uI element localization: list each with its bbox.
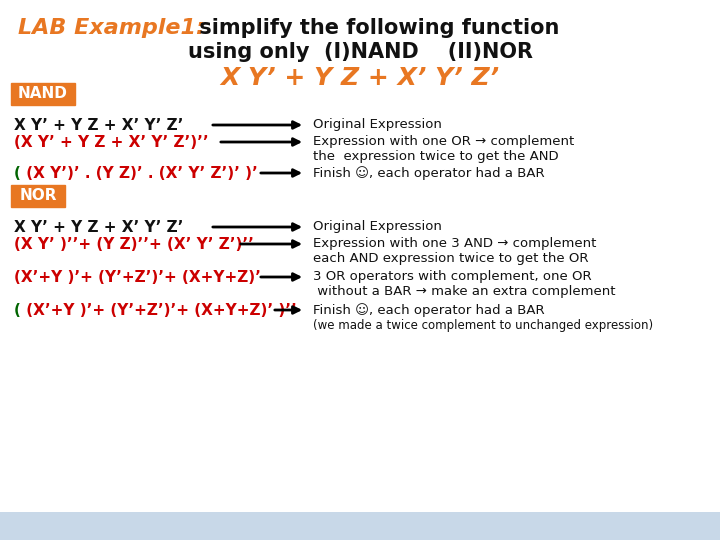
Text: the  expression twice to get the AND: the expression twice to get the AND [313, 150, 559, 163]
Text: Finish ☺, each operator had a BAR: Finish ☺, each operator had a BAR [313, 166, 544, 180]
Text: CPIT210 LAB, 2009: CPIT210 LAB, 2009 [12, 519, 161, 533]
Text: (: ( [14, 303, 21, 318]
Text: simplify the following function: simplify the following function [192, 18, 559, 38]
Text: X Y’ + Y Z + X’ Y’ Z’: X Y’ + Y Z + X’ Y’ Z’ [14, 118, 184, 133]
Text: Amal  Alkhaldi: Amal Alkhaldi [596, 519, 708, 533]
FancyBboxPatch shape [11, 83, 75, 105]
Text: without a BAR → make an extra complement: without a BAR → make an extra complement [313, 285, 616, 298]
Text: 3 OR operators with complement, one OR: 3 OR operators with complement, one OR [313, 270, 592, 283]
Text: each AND expression twice to get the OR: each AND expression twice to get the OR [313, 252, 588, 265]
Text: (X Y’ + Y Z + X’ Y’ Z’)’’: (X Y’ + Y Z + X’ Y’ Z’)’’ [14, 135, 209, 150]
Text: (we made a twice complement to unchanged expression): (we made a twice complement to unchanged… [313, 319, 653, 332]
Text: NOR: NOR [19, 188, 57, 204]
Text: X Y’ + Y Z + X’ Y’ Z’: X Y’ + Y Z + X’ Y’ Z’ [220, 66, 500, 90]
Text: LAB Example1:: LAB Example1: [18, 18, 205, 38]
Text: (X’+Y )’+ (Y’+Z’)’+ (X+Y+Z)’ )’’: (X’+Y )’+ (Y’+Z’)’+ (X+Y+Z)’ )’’ [21, 303, 297, 318]
Text: Original Expression: Original Expression [313, 118, 442, 131]
Text: (X’+Y )’+ (Y’+Z’)’+ (X+Y+Z)’: (X’+Y )’+ (Y’+Z’)’+ (X+Y+Z)’ [14, 270, 261, 285]
Text: NAND: NAND [18, 86, 68, 102]
Text: Original Expression: Original Expression [313, 220, 442, 233]
Text: Expression with one 3 AND → complement: Expression with one 3 AND → complement [313, 237, 596, 250]
Text: (X Y’)’ . (Y Z)’ . (X’ Y’ Z’)’ )’: (X Y’)’ . (Y Z)’ . (X’ Y’ Z’)’ )’ [21, 166, 258, 181]
Bar [0, 512, 720, 540]
Text: Expression with one OR → complement: Expression with one OR → complement [313, 135, 575, 148]
Text: (: ( [14, 166, 21, 181]
Text: (X Y’ )’’+ (Y Z)’’+ (X’ Y’ Z’)’’: (X Y’ )’’+ (Y Z)’’+ (X’ Y’ Z’)’’ [14, 237, 254, 252]
Text: using only  (I)NAND    (II)NOR: using only (I)NAND (II)NOR [187, 42, 533, 62]
Text: Finish ☺, each operator had a BAR: Finish ☺, each operator had a BAR [313, 303, 544, 317]
FancyBboxPatch shape [11, 185, 65, 207]
Text: X Y’ + Y Z + X’ Y’ Z’: X Y’ + Y Z + X’ Y’ Z’ [14, 220, 184, 235]
